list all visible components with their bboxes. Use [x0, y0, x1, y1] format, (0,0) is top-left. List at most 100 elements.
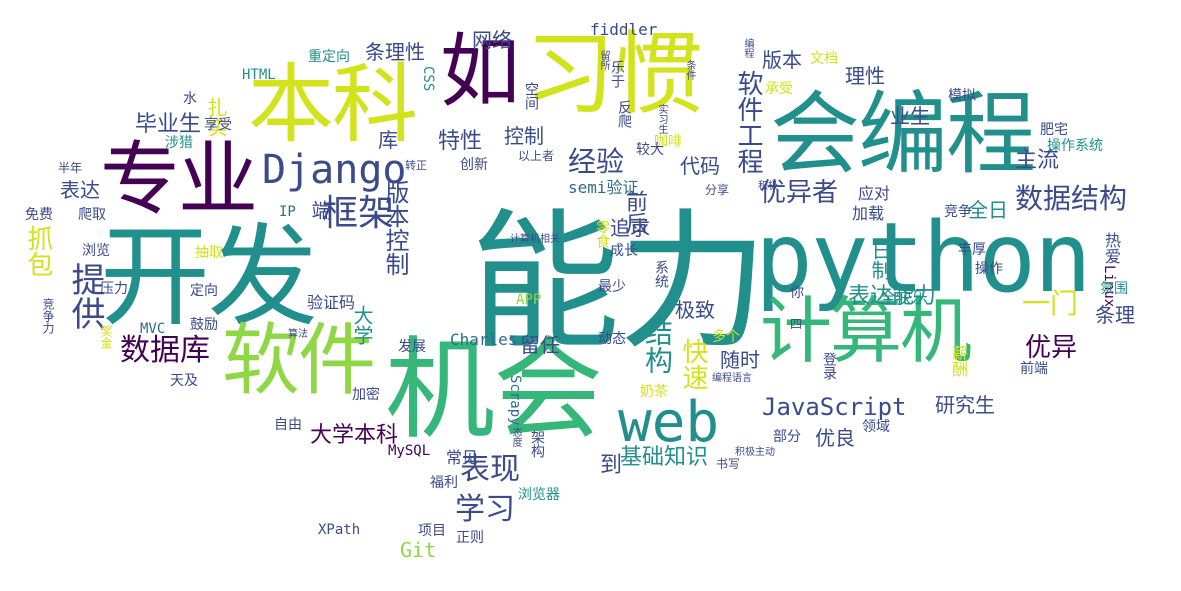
word-leyu: 乐于: [609, 60, 625, 88]
word-biaodanengli: 表达能力: [848, 284, 937, 309]
word-html: HTML: [242, 67, 276, 83]
word-youliang: 优良: [815, 426, 855, 450]
word-django: Django: [262, 147, 407, 193]
word-javascript: JavaScript: [762, 393, 907, 421]
word-jiagou: 架构: [529, 430, 545, 458]
word-quankuaile: 全快乐: [880, 288, 929, 307]
word-lingshi: 零食: [594, 220, 610, 248]
word-tiaojian: 条件: [684, 60, 695, 80]
word-liulan: 浏览: [82, 243, 110, 259]
word-wangluo: 网络: [472, 28, 512, 52]
word-jiaoda: 较大: [636, 142, 664, 158]
word-suishi: 随时: [720, 348, 760, 372]
word-jingzheng: 竞争: [944, 204, 972, 220]
word-yanzhengma: 验证码: [307, 293, 356, 312]
word-fanpa: 反爬: [616, 100, 632, 128]
word-dao: 到: [600, 453, 623, 478]
word-suanfa: 算法: [288, 329, 308, 340]
word-youyizhe: 优异者: [760, 178, 839, 208]
word-jiangjin: 奖金: [99, 325, 113, 349]
word-liuren: 留任: [520, 333, 560, 357]
word-jingyan: 经验: [568, 145, 625, 178]
word-shujujiegou: 数据结构: [1015, 182, 1128, 215]
word-jiami: 加密: [352, 387, 380, 403]
word-moni: 模拟: [948, 88, 976, 104]
word-shujuku: 数据库: [120, 333, 210, 368]
word-kongjian: 空间: [523, 82, 539, 110]
word-naicha: 奶茶: [640, 384, 668, 400]
word-mianfei: 免费: [25, 207, 53, 223]
word-paqu: 爬取: [78, 207, 106, 223]
word-ni: 你: [790, 285, 804, 301]
word-texing: 特性: [438, 129, 483, 154]
word-tiaoli: 条理: [1095, 303, 1135, 327]
word-jiji: 积极: [758, 181, 778, 192]
word-guli: 鼓励: [190, 317, 218, 333]
word-biancheng: 编程: [742, 38, 753, 58]
word-mysql: MySQL: [388, 443, 431, 459]
word-caozuo: 操作: [975, 261, 1003, 277]
word-denglu: 登录: [821, 352, 837, 380]
word-chouqu: 抽取: [195, 245, 223, 261]
word-zuishao: 最少: [598, 279, 626, 295]
word-xitong: 系统: [653, 260, 669, 288]
word-jingzhengli: 竞争力: [41, 298, 55, 334]
word-chuangxin: 创新: [460, 157, 488, 173]
word-zhuanzheng: 转正: [405, 159, 427, 172]
word-wendang: 文档: [810, 51, 838, 67]
word-si: 四: [790, 317, 803, 331]
word-fuli: 福利: [430, 475, 458, 491]
word-tianji: 天及: [170, 373, 198, 389]
word-zhuliu: 主流: [1015, 148, 1060, 173]
word-yali: 压力: [100, 281, 128, 297]
word-yimen: 一门: [1022, 287, 1079, 320]
word-zhuanye: 专业: [100, 133, 258, 226]
word-youyi: 优异: [1025, 333, 1078, 363]
word-bianchengyuyan: 编程语言: [712, 373, 752, 384]
word-quanri: 全日: [968, 198, 1008, 222]
word-liulanqi: 浏览器: [518, 487, 560, 503]
word-liusuo: 留所: [598, 50, 609, 70]
word-xiangmu: 项目: [418, 523, 446, 539]
word-linux: Linux: [1101, 265, 1117, 308]
word-duan: 端: [308, 200, 332, 220]
word-banbenkongzhi: 版本控制: [381, 180, 409, 276]
word-bufen: 部分: [773, 429, 801, 445]
word-lixing: 理性: [845, 64, 885, 88]
word-jiegou: 结构: [641, 318, 674, 374]
word-daxue: 大学: [350, 305, 374, 345]
word-xinchou: 薪酬: [949, 345, 968, 377]
word-reai: 热爱: [1102, 232, 1121, 264]
word-rizhi: 日制: [868, 240, 892, 280]
word-app: APP: [516, 292, 542, 308]
word-lingyu: 领域: [862, 419, 890, 435]
word-git: Git: [400, 538, 437, 562]
word-tiaolixing: 条理性: [365, 40, 425, 64]
word-qifen: 氛围: [1100, 281, 1128, 297]
word-shixisheng: 实习生: [656, 104, 667, 134]
word-ru: 如: [440, 25, 520, 118]
word-qianhou: 前后: [622, 190, 647, 234]
word-jiaqiang: 加载: [852, 204, 885, 223]
word-mvc: MVC: [140, 321, 166, 337]
word-daima: 代码: [680, 154, 720, 178]
word-fengfu: 丰厚: [958, 242, 986, 258]
word-zhengze: 正则: [456, 530, 484, 546]
word-fenxiang: 分享: [705, 183, 730, 197]
word-xuexi: 学习: [455, 492, 515, 527]
word-fiddler: fiddler: [590, 20, 658, 39]
word-yesheng: 业生: [890, 104, 930, 128]
word-feizhai: 肥宅: [1040, 122, 1068, 138]
word-ziyou: 自由: [274, 417, 302, 433]
word-semi: semi验证: [568, 178, 639, 197]
word-kafei: 咖啡: [654, 134, 682, 150]
word-dongtai: 动态: [598, 331, 626, 347]
word-jihui: 机会: [385, 326, 603, 454]
word-dingxiang: 定向: [190, 283, 218, 299]
word-kongzhi: 控制: [504, 124, 544, 148]
word-zhishi: 扎实: [204, 97, 228, 137]
word-yishang: 以上者: [518, 149, 555, 163]
word-caozuoxitong: 操作系统: [1047, 138, 1103, 154]
word-ip: IP: [279, 204, 296, 220]
